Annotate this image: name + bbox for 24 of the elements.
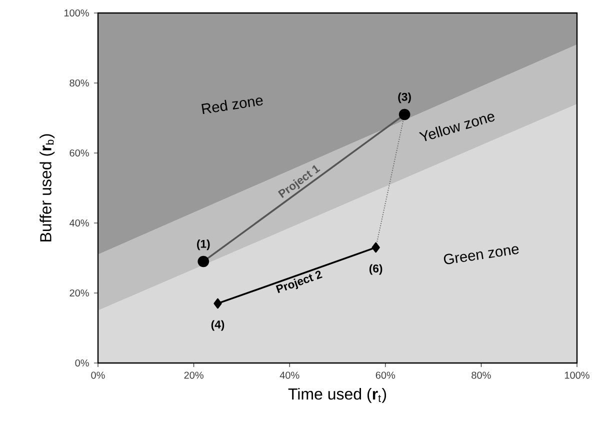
y-axis-title: Buffer used (r$_{b}$) — [40, 134, 55, 242]
y-tick-label: 80% — [70, 79, 89, 87]
annotation: (4) — [211, 320, 224, 331]
y-tick-label: 60% — [70, 149, 89, 157]
x-tick-label: 20% — [184, 372, 204, 379]
x-tick-label: 0% — [91, 372, 105, 379]
series-label: Green zone — [444, 246, 519, 264]
point — [214, 298, 222, 309]
y-tick-label: 100% — [64, 9, 89, 17]
x-axis-title: Time used (r$_{t}$) — [288, 388, 386, 403]
text: Project 2 — [276, 270, 322, 294]
y-tick-label: 0% — [75, 359, 89, 367]
x-tick-label: 60% — [376, 372, 396, 379]
x-tick-label: 80% — [472, 372, 491, 379]
annotation: (3) — [398, 92, 411, 104]
x-tick-label: 40% — [280, 372, 300, 379]
annotation: (6) — [369, 264, 382, 275]
x-tick-label: 100% — [564, 372, 590, 379]
series-label: Red zone — [202, 98, 263, 114]
point — [372, 242, 380, 253]
y-tick-label: 40% — [70, 219, 89, 227]
annotation: (1) — [197, 240, 210, 250]
series-label: Yellow zone — [418, 114, 495, 142]
y-tick-label: 20% — [70, 289, 89, 297]
